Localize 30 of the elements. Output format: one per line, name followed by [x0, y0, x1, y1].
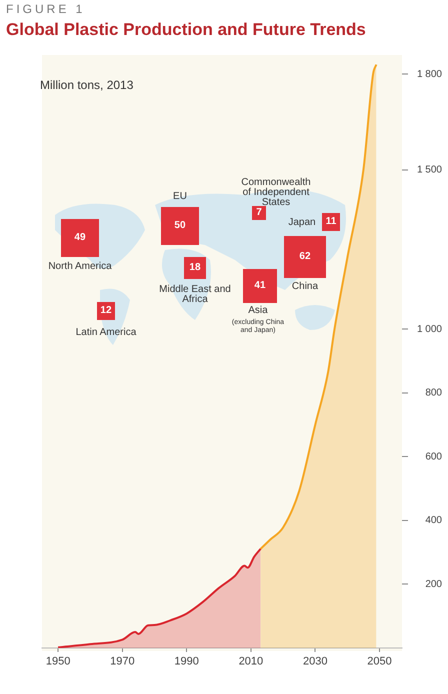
annotation: Japan [288, 217, 316, 228]
square-tag: 11 [322, 213, 340, 231]
y-tick-label: 600 [425, 451, 442, 462]
square-tag: 18 [184, 256, 206, 280]
annotation: Asia [247, 305, 269, 316]
chart-title: Global Plastic Production and Future Trends [6, 20, 366, 40]
x-tick-label: 2030 [302, 656, 328, 668]
square-tag: 41 [242, 268, 278, 304]
chart-subtitle: FIGURE 1 [6, 2, 86, 16]
y-tick-label: 1 500 [416, 164, 442, 176]
square-tag: 62 [284, 236, 326, 278]
y-tick-label: 400 [425, 515, 442, 526]
annotation: Commonwealth of Independent States [240, 177, 312, 208]
square-tag: 50 [160, 206, 200, 246]
x-tick-label: 2050 [367, 656, 392, 668]
annotation: Latin America [74, 327, 138, 338]
x-tick-label: 1950 [46, 656, 70, 668]
square-tag: 49 [61, 219, 99, 257]
x-tick-label: 2010 [238, 656, 264, 668]
annotation: China [290, 281, 320, 292]
y-tick-label: 800 [425, 388, 442, 399]
annotation: EU [172, 191, 188, 202]
annotation: North America [47, 261, 113, 272]
annotation: Middle East and Africa [158, 284, 232, 305]
x-tick-label: 1990 [174, 656, 199, 668]
y-tick-label: 1 000 [416, 324, 442, 335]
y-tick-label: 200 [425, 578, 442, 590]
x-tick-label: 1970 [110, 656, 135, 668]
y-tick-label: 1 800 [416, 68, 442, 80]
annotation: Million tons, 2013 [40, 78, 134, 92]
